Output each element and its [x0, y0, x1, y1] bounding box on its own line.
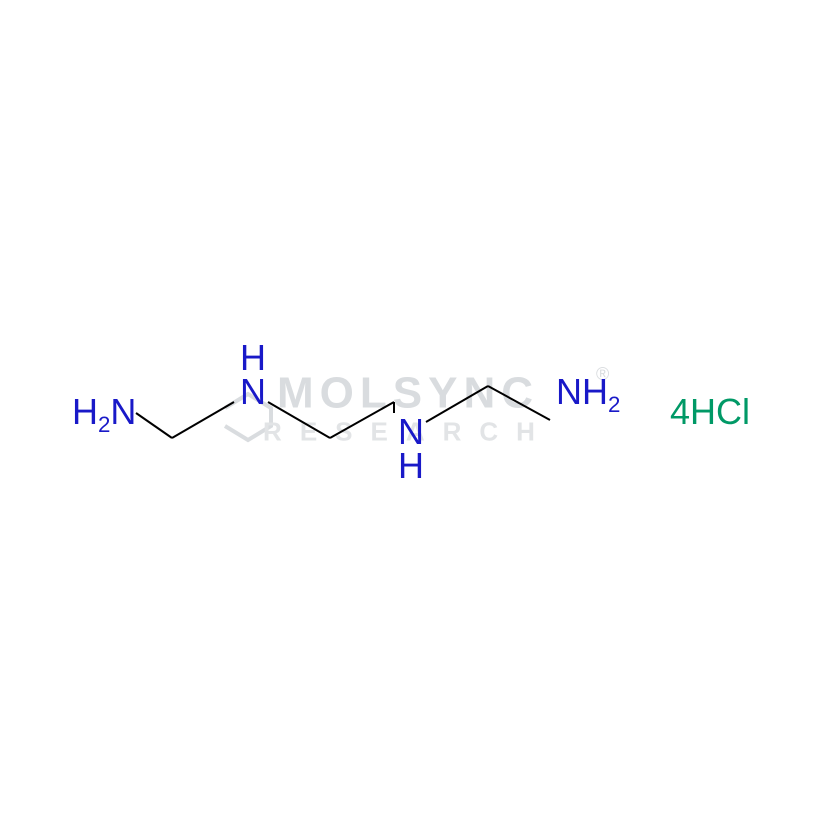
- bond: [172, 402, 234, 438]
- atom-nh_bot: H: [398, 448, 424, 484]
- bond: [330, 402, 394, 438]
- atom-n_top: N: [240, 374, 266, 410]
- atom-nh2_right: NH2: [556, 374, 620, 410]
- bond: [136, 413, 172, 438]
- bond: [268, 402, 330, 438]
- salt-label: 4HCl: [670, 394, 750, 430]
- bond: [488, 386, 550, 420]
- bond: [426, 386, 488, 422]
- atom-nh2_left: H2N: [72, 394, 136, 430]
- chemical-structure-canvas: MOLSYNC RESEARCH ® H2NHNNHNH2 4HCl: [0, 0, 816, 816]
